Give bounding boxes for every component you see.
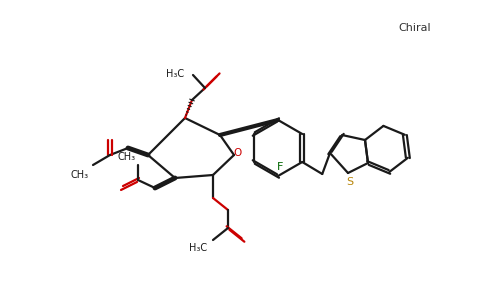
Text: F: F — [277, 162, 283, 172]
Text: CH₃: CH₃ — [71, 170, 89, 180]
Text: O: O — [234, 148, 242, 158]
Text: S: S — [347, 177, 354, 187]
Text: H₃C: H₃C — [189, 243, 207, 253]
Text: Chiral: Chiral — [399, 23, 431, 33]
Text: CH₃: CH₃ — [118, 152, 136, 162]
Text: H₃C: H₃C — [166, 69, 184, 79]
